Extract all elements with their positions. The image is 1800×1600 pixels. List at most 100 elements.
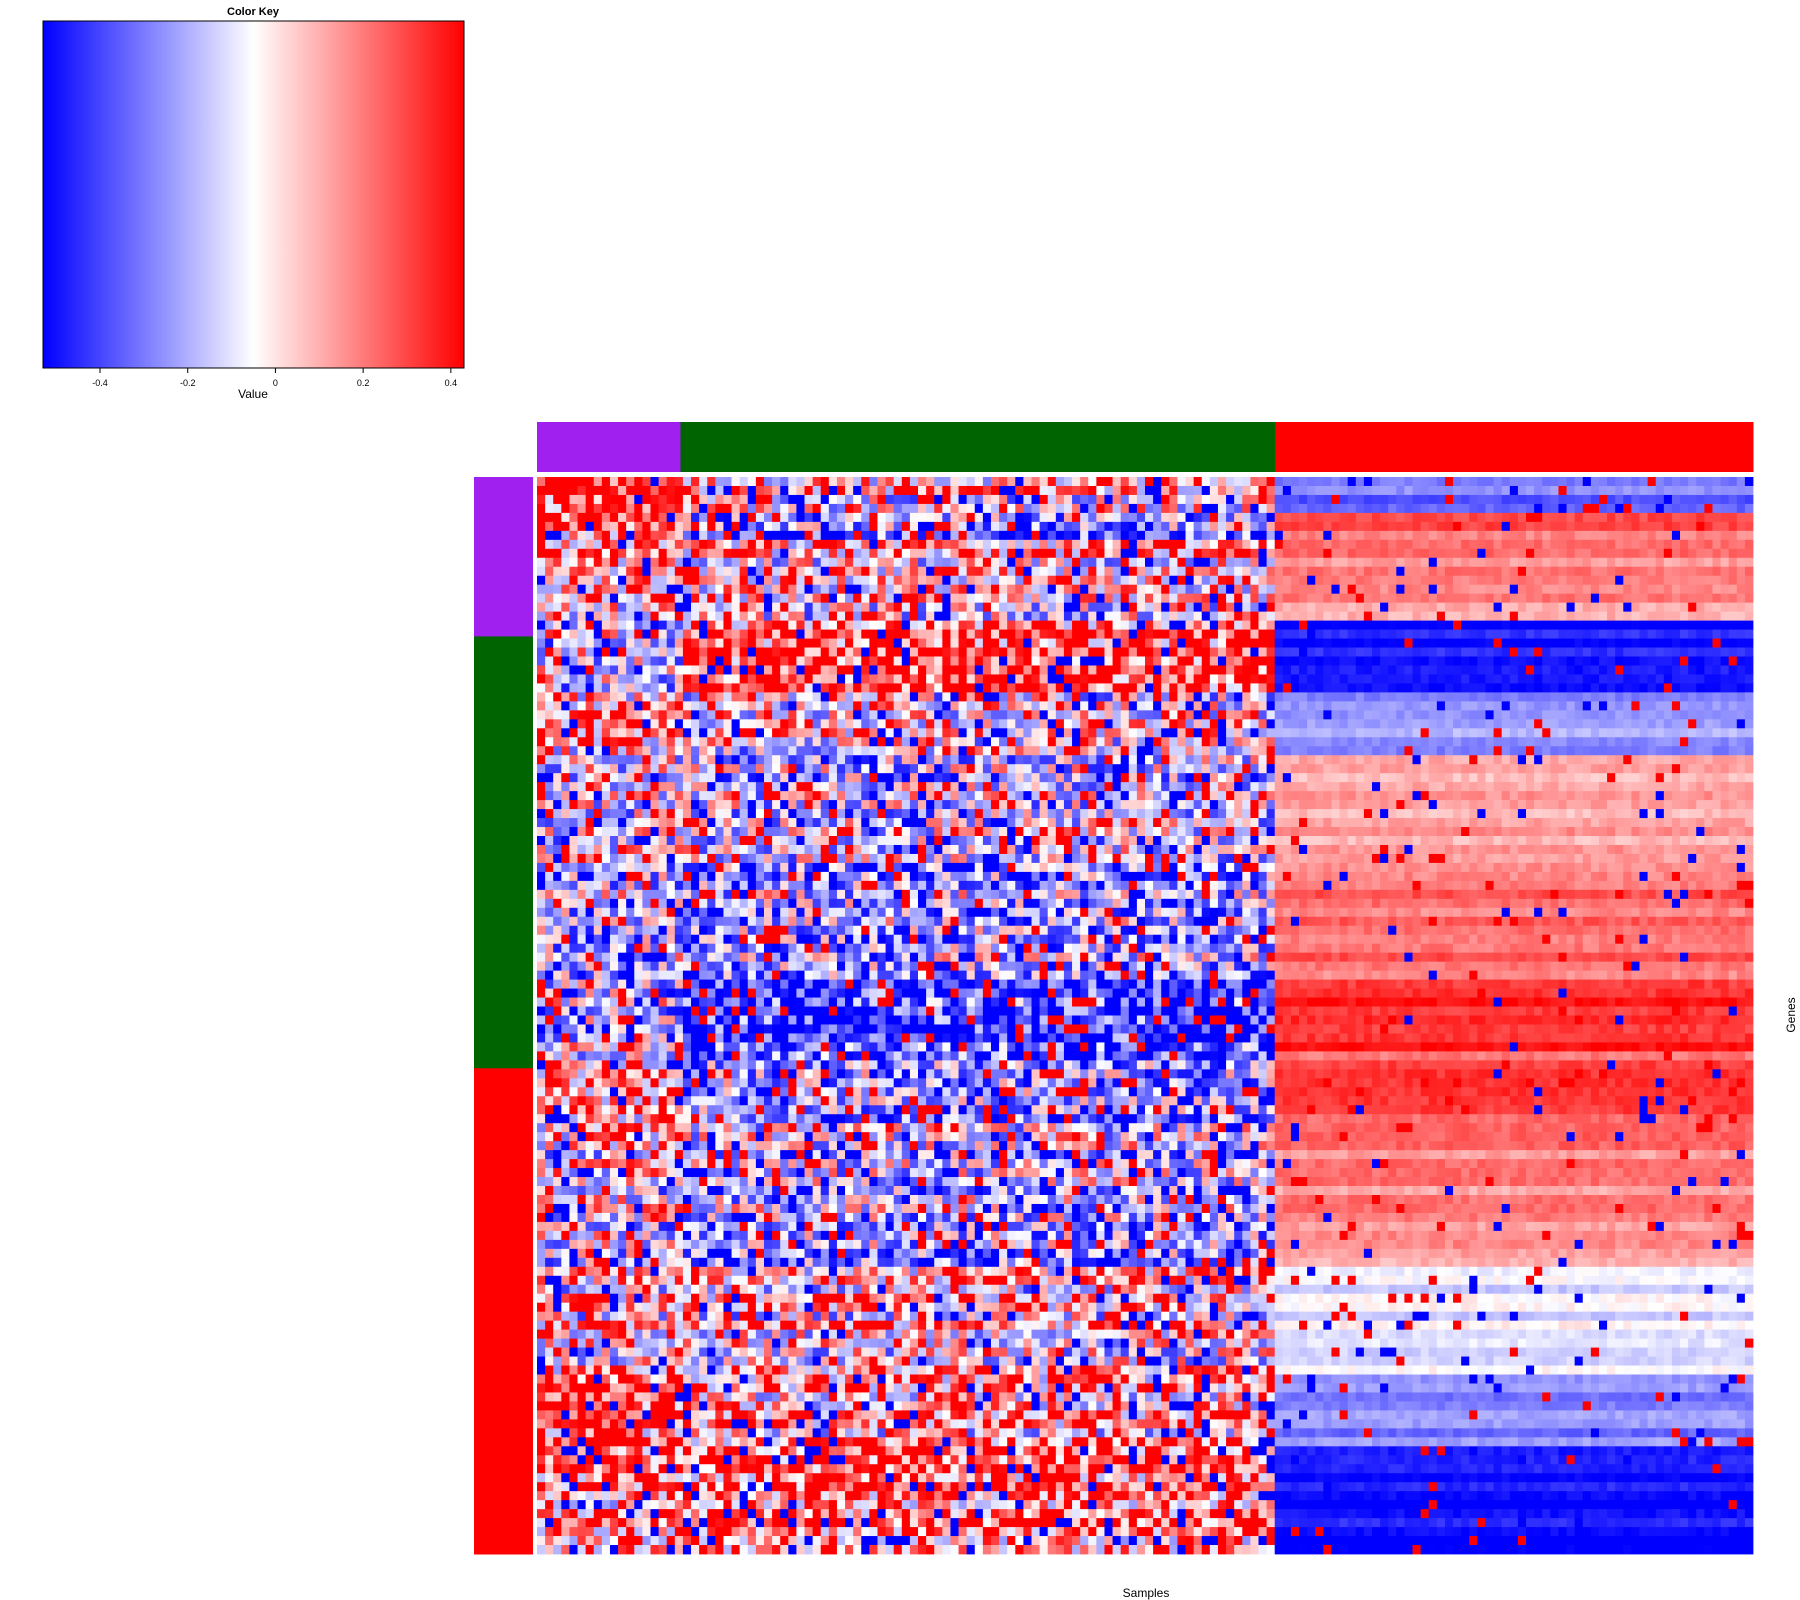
heatmap-cell <box>812 746 822 756</box>
color-key-tick-label: -0.2 <box>180 378 196 388</box>
heatmap-cell <box>1088 620 1097 630</box>
heatmap-cell <box>1250 521 1259 532</box>
heatmap-cell <box>1388 557 1397 568</box>
heatmap-cell <box>836 530 846 541</box>
heatmap-cell <box>845 692 854 702</box>
heatmap-cell <box>1655 737 1665 747</box>
heatmap-cell <box>1534 512 1543 523</box>
heatmap-cell <box>950 503 959 514</box>
heatmap-cell <box>1266 755 1276 765</box>
heatmap-cell <box>1063 656 1073 666</box>
heatmap-cell <box>1396 737 1405 747</box>
heatmap-cell <box>869 521 878 532</box>
heatmap-cell <box>618 512 627 523</box>
heatmap-cell <box>926 494 935 505</box>
heatmap-cell <box>1509 566 1519 577</box>
heatmap-cell <box>796 593 805 604</box>
heatmap-cell <box>1242 620 1251 630</box>
heatmap-cell <box>1226 638 1235 648</box>
heatmap-cell <box>1493 728 1503 738</box>
heatmap-cell <box>1574 611 1584 622</box>
heatmap-cell <box>1047 575 1057 586</box>
heatmap-cell <box>1072 530 1081 541</box>
heatmap-cell <box>990 503 1000 514</box>
heatmap-cell <box>1704 656 1713 666</box>
heatmap-cell <box>1331 566 1340 577</box>
heatmap-cell <box>1509 674 1519 684</box>
heatmap-cell <box>982 611 992 622</box>
heatmap-cell <box>577 719 587 729</box>
heatmap-cell <box>1226 477 1235 487</box>
heatmap-cell <box>845 683 854 693</box>
heatmap-cell <box>788 656 797 666</box>
heatmap-cell <box>1226 584 1235 595</box>
heatmap-cell <box>1485 692 1494 702</box>
heatmap-cell <box>1412 575 1422 586</box>
heatmap-cell <box>1639 503 1649 514</box>
heatmap-cell <box>909 647 919 657</box>
heatmap-cell <box>926 674 935 684</box>
heatmap-cell <box>1582 755 1592 765</box>
heatmap-cell <box>1080 728 1089 738</box>
heatmap-cell <box>1153 755 1162 765</box>
heatmap-cell <box>1428 593 1438 604</box>
heatmap-cell <box>747 477 757 487</box>
heatmap-cell <box>1145 638 1154 648</box>
heatmap-cell <box>1631 512 1640 523</box>
heatmap-cell <box>828 539 838 550</box>
heatmap-cell <box>577 566 587 577</box>
heatmap-cell <box>845 494 854 505</box>
heatmap-cell <box>1282 566 1292 577</box>
heatmap-cell <box>901 548 911 559</box>
heatmap-cell <box>626 521 635 532</box>
heatmap-cell <box>885 602 895 613</box>
heatmap-cell <box>1371 710 1381 720</box>
heatmap-cell <box>974 647 984 657</box>
heatmap-cell <box>755 584 765 595</box>
heatmap-cell <box>763 530 773 541</box>
heatmap-cell <box>1015 620 1024 630</box>
heatmap-cell <box>699 629 708 639</box>
heatmap-cell <box>1404 701 1413 711</box>
heatmap-cell <box>974 593 984 604</box>
heatmap-cell <box>1720 548 1730 559</box>
heatmap-cell <box>569 764 578 774</box>
heatmap-cell <box>990 746 1000 756</box>
heatmap-cell <box>1671 737 1681 747</box>
heatmap-cell <box>1607 530 1616 541</box>
heatmap-cell <box>553 477 562 487</box>
heatmap-cell <box>755 530 765 541</box>
heatmap-cell <box>1063 503 1073 514</box>
heatmap-cell <box>982 521 992 532</box>
heatmap-cell <box>723 477 732 487</box>
heatmap-cell <box>836 656 846 666</box>
heatmap-cell <box>999 701 1008 711</box>
heatmap-cell <box>1534 503 1543 514</box>
heatmap-cell <box>836 737 846 747</box>
heatmap-cell <box>1371 692 1381 702</box>
heatmap-cell <box>796 521 805 532</box>
heatmap-cell <box>1453 530 1462 541</box>
heatmap-cell <box>1201 584 1211 595</box>
heatmap-cell <box>885 755 895 765</box>
heatmap-cell <box>926 629 935 639</box>
heatmap-cell <box>1250 611 1259 622</box>
heatmap-cell <box>1623 710 1632 720</box>
heatmap-cell <box>699 503 708 514</box>
heatmap-cell <box>1493 755 1503 765</box>
heatmap-cell <box>1671 530 1681 541</box>
heatmap-cell <box>1242 719 1251 729</box>
heatmap-cell <box>1226 683 1235 693</box>
heatmap-cell <box>934 602 943 613</box>
heatmap-cell <box>537 647 546 657</box>
heatmap-cell <box>1007 566 1016 577</box>
heatmap-cell <box>1323 719 1332 729</box>
heatmap-cell <box>1590 566 1600 577</box>
heatmap-cell <box>1663 683 1673 693</box>
heatmap-cell <box>1736 593 1746 604</box>
heatmap-cell <box>1461 602 1470 613</box>
heatmap-cell <box>1639 701 1649 711</box>
heatmap-cell <box>1242 701 1251 711</box>
heatmap-cell <box>1566 764 1576 774</box>
heatmap-cell <box>1234 521 1243 532</box>
